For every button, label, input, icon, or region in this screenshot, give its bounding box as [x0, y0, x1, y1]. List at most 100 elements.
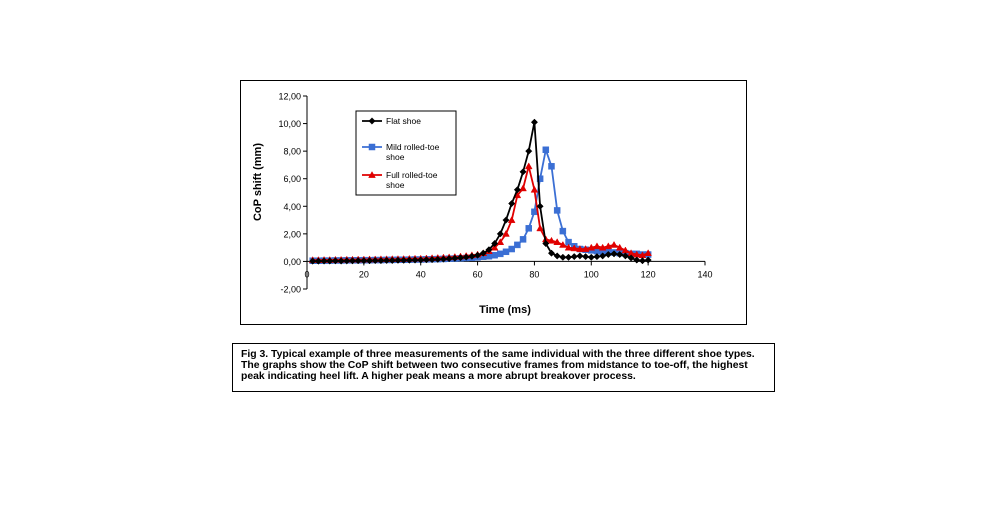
y-tick-label: 4,00 — [283, 202, 301, 212]
data-point — [570, 253, 578, 261]
data-point — [598, 243, 607, 251]
data-point — [587, 243, 596, 251]
data-point — [314, 257, 322, 265]
data-point — [422, 256, 430, 264]
data-point — [456, 254, 465, 262]
y-axis-label: CoP shift (mm) — [252, 143, 264, 221]
y-tick-label: 12,00 — [278, 92, 301, 102]
series-layer — [308, 118, 652, 265]
data-point — [599, 252, 607, 260]
data-point — [548, 163, 555, 170]
data-point — [536, 202, 544, 210]
data-point — [616, 250, 624, 259]
data-point — [615, 243, 624, 251]
data-point — [621, 252, 629, 260]
data-point — [553, 252, 561, 260]
data-point — [542, 239, 550, 248]
legend-label: Flat shoe — [386, 116, 421, 126]
data-point — [411, 256, 419, 264]
data-point — [604, 250, 612, 259]
x-tick-label: 0 — [304, 269, 309, 279]
data-point — [417, 256, 425, 264]
data-point — [462, 253, 470, 261]
data-point — [604, 242, 613, 250]
data-point — [519, 184, 527, 192]
data-point — [343, 257, 351, 265]
y-tick-label: 8,00 — [283, 147, 301, 157]
legend-label: Full rolled-toe shoe — [386, 170, 438, 190]
data-point — [514, 241, 521, 249]
data-point — [479, 249, 487, 257]
data-point — [547, 236, 556, 244]
data-point — [576, 252, 584, 260]
data-point — [633, 256, 641, 264]
data-point — [530, 185, 539, 193]
legend-item: Mild rolled-toe shoe — [362, 142, 440, 162]
data-point — [400, 256, 408, 264]
data-point — [536, 175, 544, 182]
data-point — [439, 255, 448, 263]
data-point — [564, 253, 573, 261]
series-flat-shoe — [309, 118, 652, 265]
legend: Flat shoe Mild rolled-toe shoe Full rolled-… — [355, 110, 457, 196]
data-point — [377, 257, 385, 265]
data-point — [485, 252, 493, 260]
data-point — [508, 245, 515, 253]
data-point — [536, 224, 544, 232]
data-point — [331, 257, 339, 265]
data-point — [508, 199, 516, 208]
line-chart: -2,00 0,00 2,00 4,00 6,00 8,00 10,00 12,00 0 20 40… — [252, 92, 713, 317]
data-point — [502, 248, 510, 256]
data-point — [547, 249, 556, 257]
data-point — [507, 216, 516, 223]
y-tick-label: 10,00 — [278, 119, 301, 129]
legend-item: Flat shoe — [362, 116, 421, 126]
data-point — [354, 257, 362, 265]
legend-marker — [368, 171, 376, 178]
data-point — [365, 257, 374, 265]
y-tick-label: 6,00 — [283, 174, 301, 184]
x-tick-label: 120 — [641, 269, 656, 279]
x-tick-label: 140 — [697, 269, 712, 279]
x-tick-label: 40 — [416, 269, 426, 279]
data-point — [491, 239, 499, 248]
data-point — [581, 245, 590, 252]
data-point — [542, 146, 550, 154]
data-point — [490, 243, 499, 251]
data-point — [582, 253, 590, 261]
data-point — [593, 253, 601, 261]
legend-label: Mild rolled-toe shoe — [386, 142, 440, 162]
legend-item: Full rolled-toe shoe — [362, 170, 438, 190]
y-tick-label: -2,00 — [280, 285, 301, 295]
chart-frame: -2,00 0,00 2,00 4,00 6,00 8,00 10,00 12,00 0 20 40… — [240, 80, 747, 325]
data-point — [320, 257, 328, 265]
x-tick-label: 60 — [473, 269, 483, 279]
data-point — [513, 186, 521, 194]
axes: -2,00 0,00 2,00 4,00 6,00 8,00 10,00 12,00 0 20 40… — [278, 92, 712, 295]
data-point — [553, 238, 562, 245]
data-point — [525, 147, 533, 155]
legend-box — [355, 110, 457, 196]
data-point — [519, 236, 527, 243]
data-point — [644, 249, 652, 257]
data-point — [559, 253, 567, 261]
data-point — [371, 257, 379, 265]
data-point — [638, 257, 647, 265]
data-point — [309, 257, 317, 265]
data-point — [468, 252, 476, 260]
data-point — [337, 257, 345, 265]
data-point — [497, 250, 504, 258]
figure-caption-box: Fig 3. Typical example of three measurem… — [232, 343, 775, 392]
x-axis-label: Time (ms) — [479, 304, 531, 316]
x-tick-label: 80 — [529, 269, 539, 279]
data-point — [564, 243, 573, 251]
data-point — [627, 254, 635, 262]
data-point — [388, 256, 396, 265]
x-tick-label: 20 — [359, 269, 369, 279]
data-point — [644, 256, 652, 264]
data-point — [496, 238, 505, 245]
data-point — [576, 245, 584, 252]
data-point — [519, 168, 527, 176]
legend-marker — [368, 143, 376, 151]
data-point — [428, 256, 436, 264]
